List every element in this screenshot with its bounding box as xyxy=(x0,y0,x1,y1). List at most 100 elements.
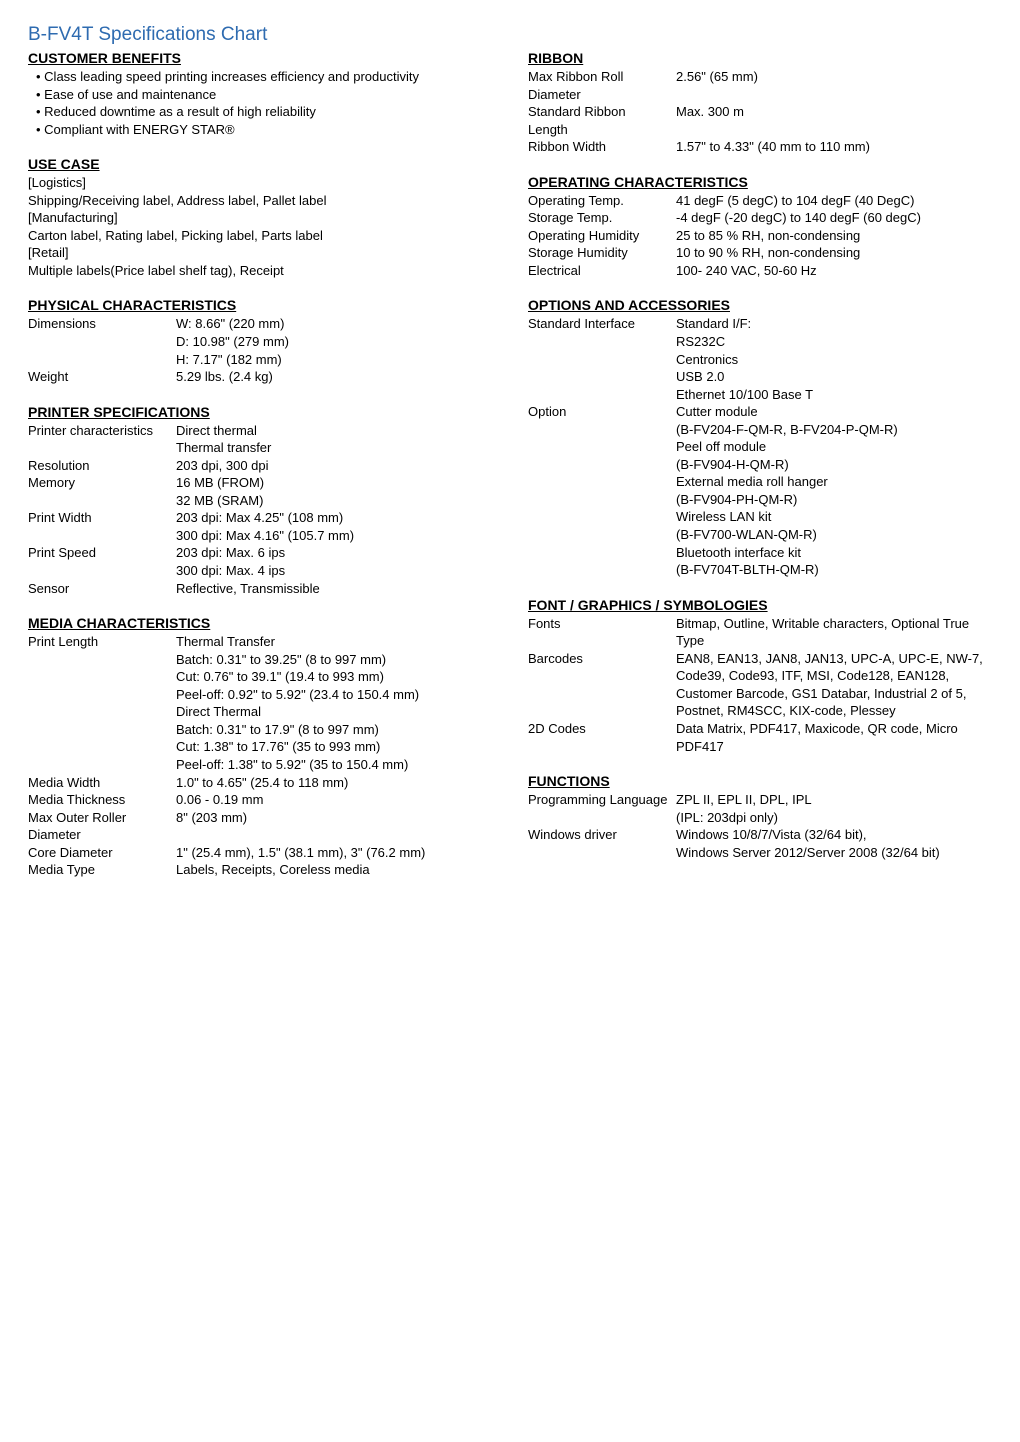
spec-value-line: 203 dpi: Max. 6 ips xyxy=(176,544,492,562)
spec-value: 41 degF (5 degC) to 104 degF (40 DegC) xyxy=(676,192,992,210)
spec-value-line: Thermal Transfer xyxy=(176,633,492,651)
spec-row: SensorReflective, Transmissible xyxy=(28,580,492,598)
spec-value-line: D: 10.98" (279 mm) xyxy=(176,333,492,351)
spec-value-line: Thermal transfer xyxy=(176,439,492,457)
section-customer-benefits: CUSTOMER BENEFITS Class leading speed pr… xyxy=(28,50,492,138)
list-item: Reduced downtime as a result of high rel… xyxy=(36,103,492,121)
spec-value-line: Batch: 0.31" to 17.9" (8 to 997 mm) xyxy=(176,721,492,739)
spec-label: Max Outer Roller Diameter xyxy=(28,809,176,844)
spec-value-line: Cutter module xyxy=(676,403,992,421)
spec-value-line: 8" (203 mm) xyxy=(176,809,492,827)
spec-value-line: Windows 10/8/7/Vista (32/64 bit), xyxy=(676,826,992,844)
functions-table: Programming LanguageZPL II, EPL II, DPL,… xyxy=(528,791,992,861)
spec-label: Operating Temp. xyxy=(528,192,676,210)
physical-table: DimensionsW: 8.66" (220 mm)D: 10.98" (27… xyxy=(28,315,492,385)
spec-value-line: H: 7.17" (182 mm) xyxy=(176,351,492,369)
spec-value-line: Peel off module xyxy=(676,438,992,456)
spec-row: Weight5.29 lbs. (2.4 kg) xyxy=(28,368,492,386)
spec-label: Print Speed xyxy=(28,544,176,579)
spec-value: 10 to 90 % RH, non-condensing xyxy=(676,244,992,262)
text-line: Carton label, Rating label, Picking labe… xyxy=(28,227,492,245)
spec-value-line: EAN8, EAN13, JAN8, JAN13, UPC-A, UPC-E, … xyxy=(676,650,992,720)
text-line: [Retail] xyxy=(28,244,492,262)
spec-label: Electrical xyxy=(528,262,676,280)
spec-row: Ribbon Width1.57" to 4.33" (40 mm to 110… xyxy=(528,138,992,156)
spec-value-line: Max. 300 m xyxy=(676,103,992,121)
spec-row: Memory16 MB (FROM)32 MB (SRAM) xyxy=(28,474,492,509)
page-title: B-FV4T Specifications Chart xyxy=(28,24,992,46)
spec-row: BarcodesEAN8, EAN13, JAN8, JAN13, UPC-A,… xyxy=(528,650,992,720)
spec-value: Bitmap, Outline, Writable characters, Op… xyxy=(676,615,992,650)
spec-value-line: 300 dpi: Max. 4 ips xyxy=(176,562,492,580)
spec-value-line: 300 dpi: Max 4.16" (105.7 mm) xyxy=(176,527,492,545)
spec-value: 1.57" to 4.33" (40 mm to 110 mm) xyxy=(676,138,992,156)
heading-font: FONT / GRAPHICS / SYMBOLOGIES xyxy=(528,597,992,613)
spec-row: Core Diameter1" (25.4 mm), 1.5" (38.1 mm… xyxy=(28,844,492,862)
heading-options: OPTIONS AND ACCESSORIES xyxy=(528,297,992,313)
spec-value: 2.56" (65 mm) xyxy=(676,68,992,103)
text-line: [Manufacturing] xyxy=(28,209,492,227)
heading-use-case: USE CASE xyxy=(28,156,492,172)
spec-value: -4 degF (-20 degC) to 140 degF (60 degC) xyxy=(676,209,992,227)
spec-label: Max Ribbon Roll Diameter xyxy=(528,68,676,103)
spec-value-line: 203 dpi, 300 dpi xyxy=(176,457,492,475)
spec-label: Media Thickness xyxy=(28,791,176,809)
spec-value-line: 203 dpi: Max 4.25" (108 mm) xyxy=(176,509,492,527)
spec-label: Programming Language xyxy=(528,791,676,826)
spec-value-line: Labels, Receipts, Coreless media xyxy=(176,861,492,879)
spec-value-line: 1" (25.4 mm), 1.5" (38.1 mm), 3" (76.2 m… xyxy=(176,844,492,862)
section-printer-spec: PRINTER SPECIFICATIONS Printer character… xyxy=(28,404,492,597)
options-table: Standard InterfaceStandard I/F:RS232CCen… xyxy=(528,315,992,578)
spec-row: 2D CodesData Matrix, PDF417, Maxicode, Q… xyxy=(528,720,992,755)
spec-value: 1" (25.4 mm), 1.5" (38.1 mm), 3" (76.2 m… xyxy=(176,844,492,862)
spec-value-line: 16 MB (FROM) xyxy=(176,474,492,492)
spec-value-line: Data Matrix, PDF417, Maxicode, QR code, … xyxy=(676,720,992,755)
heading-ribbon: RIBBON xyxy=(528,50,992,66)
spec-value: 25 to 85 % RH, non-condensing xyxy=(676,227,992,245)
section-options: OPTIONS AND ACCESSORIES Standard Interfa… xyxy=(528,297,992,578)
spec-row: Media Thickness0.06 - 0.19 mm xyxy=(28,791,492,809)
spec-value-line: 5.29 lbs. (2.4 kg) xyxy=(176,368,492,386)
spec-value-line: 10 to 90 % RH, non-condensing xyxy=(676,244,992,262)
spec-row: Windows driverWindows 10/8/7/Vista (32/6… xyxy=(528,826,992,861)
use-case-lines: [Logistics] Shipping/Receiving label, Ad… xyxy=(28,174,492,279)
spec-value-line: Bitmap, Outline, Writable characters, Op… xyxy=(676,615,992,650)
spec-value: 16 MB (FROM)32 MB (SRAM) xyxy=(176,474,492,509)
spec-value-line: Peel-off: 1.38" to 5.92" (35 to 150.4 mm… xyxy=(176,756,492,774)
heading-physical: PHYSICAL CHARACTERISTICS xyxy=(28,297,492,313)
spec-row: Printer characteristicsDirect thermalThe… xyxy=(28,422,492,457)
spec-value: 1.0" to 4.65" (25.4 to 118 mm) xyxy=(176,774,492,792)
spec-value-line: Cut: 1.38" to 17.76" (35 to 993 mm) xyxy=(176,738,492,756)
spec-value-line: Reflective, Transmissible xyxy=(176,580,492,598)
spec-row: Operating Temp.41 degF (5 degC) to 104 d… xyxy=(528,192,992,210)
spec-value: Cutter module(B-FV204-F-QM-R, B-FV204-P-… xyxy=(676,403,992,578)
spec-row: Resolution203 dpi, 300 dpi xyxy=(28,457,492,475)
spec-value: Reflective, Transmissible xyxy=(176,580,492,598)
spec-label: Memory xyxy=(28,474,176,509)
spec-label: Printer characteristics xyxy=(28,422,176,457)
spec-row: Operating Humidity25 to 85 % RH, non-con… xyxy=(528,227,992,245)
spec-value-line: (B-FV204-F-QM-R, B-FV204-P-QM-R) xyxy=(676,421,992,439)
spec-value-line: Centronics xyxy=(676,351,992,369)
section-media: MEDIA CHARACTERISTICS Print LengthTherma… xyxy=(28,615,492,879)
spec-label: Print Width xyxy=(28,509,176,544)
section-functions: FUNCTIONS Programming LanguageZPL II, EP… xyxy=(528,773,992,861)
right-column: RIBBON Max Ribbon Roll Diameter2.56" (65… xyxy=(528,50,992,897)
heading-media: MEDIA CHARACTERISTICS xyxy=(28,615,492,631)
spec-label: Fonts xyxy=(528,615,676,650)
spec-row: Storage Humidity10 to 90 % RH, non-conde… xyxy=(528,244,992,262)
spec-row: DimensionsW: 8.66" (220 mm)D: 10.98" (27… xyxy=(28,315,492,368)
spec-value: Direct thermalThermal transfer xyxy=(176,422,492,457)
section-use-case: USE CASE [Logistics] Shipping/Receiving … xyxy=(28,156,492,279)
text-line: Multiple labels(Price label shelf tag), … xyxy=(28,262,492,280)
spec-row: Print Width203 dpi: Max 4.25" (108 mm)30… xyxy=(28,509,492,544)
spec-value: Thermal TransferBatch: 0.31" to 39.25" (… xyxy=(176,633,492,773)
spec-value: 203 dpi: Max. 6 ips300 dpi: Max. 4 ips xyxy=(176,544,492,579)
spec-value-line: RS232C xyxy=(676,333,992,351)
spec-value: Max. 300 m xyxy=(676,103,992,138)
spec-row: Media TypeLabels, Receipts, Coreless med… xyxy=(28,861,492,879)
spec-row: Print LengthThermal TransferBatch: 0.31"… xyxy=(28,633,492,773)
spec-value-line: Direct thermal xyxy=(176,422,492,440)
spec-value-line: Wireless LAN kit xyxy=(676,508,992,526)
spec-row: Media Width1.0" to 4.65" (25.4 to 118 mm… xyxy=(28,774,492,792)
